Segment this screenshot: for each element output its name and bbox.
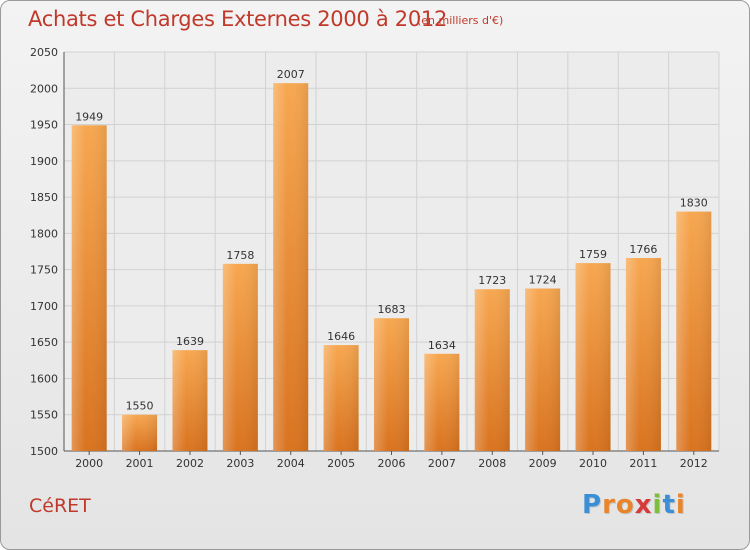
x-tick-label: 2011 — [629, 457, 657, 470]
data-label: 1683 — [378, 303, 406, 316]
x-tick-label: 2008 — [478, 457, 506, 470]
data-label: 1830 — [680, 197, 708, 210]
logo-letter: x — [634, 490, 653, 520]
town-name: CéRET — [29, 495, 91, 517]
data-labels: 1949 1550 1639 1758 2007 1646 1683 1634 1723 1724… — [75, 68, 708, 413]
bars — [71, 83, 712, 452]
y-tick-label: 1600 — [30, 372, 58, 385]
y-tick-label: 1800 — [30, 227, 58, 240]
y-tick-label: 1700 — [30, 300, 58, 313]
chart-title: Achats et Charges Externes 2000 à 2012 — [28, 7, 448, 31]
y-tick-label: 1650 — [30, 336, 58, 349]
y-tick-label: 2000 — [30, 82, 58, 95]
y-tick-label: 1850 — [30, 191, 58, 204]
data-label: 1646 — [327, 330, 355, 343]
x-tick-label: 2005 — [327, 457, 355, 470]
logo-letter: P — [582, 490, 603, 520]
data-label: 1550 — [126, 400, 154, 413]
proxiti-logo: Proxiti — [582, 490, 686, 520]
bar-shine — [172, 350, 208, 451]
bar-shine — [424, 353, 460, 451]
bar-shine — [575, 263, 611, 451]
data-label: 1639 — [176, 335, 204, 348]
data-label: 1766 — [629, 243, 657, 256]
bar-shine — [676, 211, 712, 451]
data-label: 1724 — [529, 273, 557, 286]
x-tick-label: 2007 — [428, 457, 456, 470]
x-tick-label: 2009 — [529, 457, 557, 470]
bar-shine — [222, 263, 258, 451]
logo-letter: t — [662, 490, 676, 520]
data-label: 1723 — [478, 274, 506, 287]
y-tick-label: 2050 — [30, 46, 58, 59]
bar-shine — [374, 318, 409, 451]
logo-letter: o — [615, 490, 635, 520]
bar-shine — [323, 345, 359, 451]
data-label: 1634 — [428, 339, 456, 352]
y-tick-label: 1500 — [30, 445, 58, 458]
x-tick-label: 2000 — [75, 457, 103, 470]
logo-letter: r — [602, 490, 616, 520]
x-tick-label: 2004 — [277, 457, 305, 470]
bar-shine — [273, 83, 309, 451]
x-tick-label: 2006 — [378, 457, 406, 470]
y-tick-label: 1550 — [30, 409, 58, 422]
data-label: 2007 — [277, 68, 305, 81]
axes: 1500 1550 1600 1650 1700 1750 1800 1850 1900 1950… — [30, 46, 719, 470]
x-tick-label: 2012 — [680, 457, 708, 470]
logo-letter: i — [675, 490, 686, 520]
bar-shine — [625, 258, 661, 451]
y-tick-label: 1750 — [30, 264, 58, 277]
logo-letter: i — [652, 490, 663, 520]
x-tick-label: 2002 — [176, 457, 204, 470]
data-label: 1759 — [579, 248, 607, 261]
data-label: 1758 — [226, 249, 254, 262]
y-tick-label: 1900 — [30, 155, 58, 168]
x-tick-label: 2010 — [579, 457, 607, 470]
chart-subtitle: (en milliers d'€) — [417, 14, 504, 27]
bar-shine — [71, 125, 107, 452]
bar-shine — [122, 414, 158, 451]
x-tick-label: 2003 — [226, 457, 254, 470]
data-label: 1949 — [75, 110, 103, 123]
x-tick-label: 2001 — [126, 457, 154, 470]
bar-shine — [525, 288, 561, 451]
y-tick-label: 1950 — [30, 119, 58, 132]
bar-shine — [474, 289, 510, 451]
